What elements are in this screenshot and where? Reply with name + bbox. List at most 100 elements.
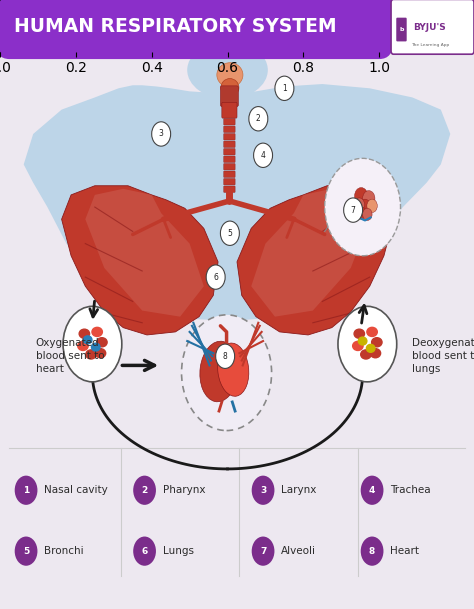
Ellipse shape (187, 41, 268, 99)
Text: 8: 8 (223, 352, 228, 361)
Text: 7: 7 (351, 206, 356, 214)
Circle shape (363, 208, 372, 220)
FancyBboxPatch shape (224, 171, 235, 177)
Text: Trachea: Trachea (390, 485, 431, 495)
Circle shape (361, 537, 383, 566)
Ellipse shape (91, 343, 100, 351)
Text: Lungs: Lungs (163, 546, 193, 556)
Text: 6: 6 (141, 547, 148, 555)
Circle shape (367, 199, 377, 213)
FancyBboxPatch shape (224, 149, 235, 155)
FancyBboxPatch shape (224, 186, 235, 192)
Circle shape (220, 221, 239, 245)
Text: 4: 4 (369, 486, 375, 495)
Text: 6: 6 (213, 273, 218, 281)
Text: The Learning App: The Learning App (411, 43, 449, 47)
Circle shape (363, 191, 375, 206)
Ellipse shape (86, 350, 96, 359)
Ellipse shape (97, 337, 107, 347)
Ellipse shape (217, 63, 243, 87)
Text: 5: 5 (228, 229, 232, 238)
Circle shape (182, 315, 272, 431)
Text: Deoxygenated
blood sent to
lungs: Deoxygenated blood sent to lungs (412, 338, 474, 375)
FancyBboxPatch shape (0, 0, 393, 59)
Text: Oxygenated
blood sent to
heart: Oxygenated blood sent to heart (36, 338, 104, 375)
FancyBboxPatch shape (224, 178, 235, 185)
Ellipse shape (221, 79, 239, 97)
Circle shape (325, 158, 401, 256)
Polygon shape (85, 189, 204, 317)
Circle shape (275, 76, 294, 100)
FancyBboxPatch shape (224, 119, 235, 125)
Text: b: b (399, 27, 404, 32)
Circle shape (63, 306, 122, 382)
Text: 2: 2 (141, 486, 148, 495)
Text: 1: 1 (282, 84, 287, 93)
FancyBboxPatch shape (222, 102, 237, 118)
Ellipse shape (353, 341, 363, 350)
Circle shape (15, 476, 37, 505)
Text: Alveoli: Alveoli (281, 546, 316, 556)
Circle shape (252, 476, 274, 505)
Circle shape (133, 476, 156, 505)
Circle shape (357, 207, 366, 219)
Text: Larynx: Larynx (281, 485, 317, 495)
FancyBboxPatch shape (391, 0, 474, 54)
Text: 3: 3 (159, 130, 164, 138)
Text: Nasal cavity: Nasal cavity (44, 485, 108, 495)
Ellipse shape (358, 337, 367, 345)
Text: 7: 7 (260, 547, 266, 555)
Polygon shape (214, 94, 241, 113)
FancyBboxPatch shape (224, 126, 235, 133)
Ellipse shape (200, 341, 238, 402)
Circle shape (354, 198, 365, 211)
FancyBboxPatch shape (224, 156, 235, 163)
Ellipse shape (83, 336, 92, 344)
Circle shape (133, 537, 156, 566)
Text: HUMAN RESPIRATORY SYSTEM: HUMAN RESPIRATORY SYSTEM (14, 16, 337, 36)
FancyBboxPatch shape (224, 133, 235, 140)
Text: 5: 5 (23, 547, 29, 555)
FancyBboxPatch shape (224, 141, 235, 147)
Text: 3: 3 (260, 486, 266, 495)
FancyBboxPatch shape (0, 0, 474, 53)
FancyBboxPatch shape (396, 18, 407, 41)
Ellipse shape (361, 350, 371, 359)
Circle shape (338, 306, 397, 382)
Text: 8: 8 (369, 547, 375, 555)
Text: Pharynx: Pharynx (163, 485, 205, 495)
Ellipse shape (367, 328, 377, 336)
Circle shape (252, 537, 274, 566)
Ellipse shape (78, 341, 88, 350)
Ellipse shape (218, 343, 249, 396)
Circle shape (355, 188, 368, 205)
Circle shape (15, 537, 37, 566)
Ellipse shape (79, 329, 90, 338)
Text: Heart: Heart (390, 546, 419, 556)
Ellipse shape (372, 337, 382, 347)
Circle shape (216, 344, 235, 368)
Ellipse shape (354, 329, 365, 338)
Text: BYJU'S: BYJU'S (413, 23, 447, 32)
Text: 1: 1 (23, 486, 29, 495)
Ellipse shape (366, 345, 375, 352)
Ellipse shape (92, 328, 102, 336)
FancyBboxPatch shape (224, 163, 235, 170)
Text: 4: 4 (261, 151, 265, 160)
Ellipse shape (370, 348, 381, 358)
Circle shape (152, 122, 171, 146)
Text: Bronchi: Bronchi (44, 546, 84, 556)
Text: 2: 2 (256, 114, 261, 123)
Polygon shape (62, 186, 218, 335)
Circle shape (344, 198, 363, 222)
Circle shape (254, 143, 273, 167)
FancyBboxPatch shape (220, 86, 238, 107)
Circle shape (249, 107, 268, 131)
Polygon shape (237, 186, 393, 335)
Circle shape (359, 199, 371, 214)
Circle shape (206, 265, 225, 289)
Polygon shape (251, 189, 370, 317)
Ellipse shape (95, 348, 106, 358)
Circle shape (361, 476, 383, 505)
Polygon shape (24, 84, 450, 320)
